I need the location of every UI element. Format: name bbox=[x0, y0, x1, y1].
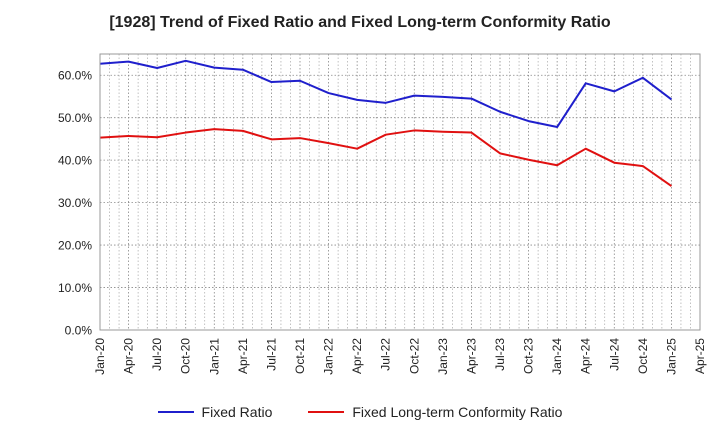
x-tick-label: Jan-25 bbox=[664, 338, 678, 375]
plot-area bbox=[99, 53, 701, 331]
grid bbox=[100, 54, 700, 330]
x-tick-label: Jul-22 bbox=[379, 338, 393, 371]
x-tick-label: Jul-24 bbox=[607, 338, 621, 371]
x-tick-label: Apr-25 bbox=[693, 338, 707, 374]
x-tick-label: Apr-20 bbox=[122, 338, 136, 374]
x-tick-label: Apr-24 bbox=[579, 338, 593, 374]
x-tick-label: Jan-21 bbox=[207, 338, 221, 375]
x-tick-label: Oct-21 bbox=[293, 338, 307, 374]
legend-item-fixed-ratio: Fixed Ratio bbox=[157, 404, 273, 420]
series-line-fixed-long-term-conformity-ratio bbox=[99, 128, 673, 187]
x-tick-label: Jul-20 bbox=[150, 338, 164, 371]
x-tick-label: Jan-23 bbox=[436, 338, 450, 375]
axes: 0.0% 10.0% 20.0% 30.0% 40.0% 50.0% 60.0% Jan-20… bbox=[58, 53, 707, 375]
y-tick-label: 60.0% bbox=[58, 69, 92, 83]
x-tick-label: Jan-20 bbox=[93, 338, 107, 375]
legend-swatch-fixed-long-term-conformity-ratio bbox=[308, 411, 345, 413]
x-tick-label: Jan-24 bbox=[550, 338, 564, 375]
x-tick-label: Apr-21 bbox=[236, 338, 250, 374]
legend-item-fixed-long-term-conformity-ratio: Fixed Long-term Conformity Ratio bbox=[308, 404, 562, 420]
y-tick-label: 0.0% bbox=[65, 324, 93, 338]
x-tick-label: Oct-23 bbox=[522, 338, 536, 374]
series-line-fixed-ratio bbox=[99, 59, 673, 129]
x-tick-label: Apr-22 bbox=[350, 338, 364, 374]
x-tick-label: Oct-20 bbox=[179, 338, 193, 374]
legend-label-fixed-ratio: Fixed Ratio bbox=[201, 404, 273, 420]
y-tick-label: 10.0% bbox=[58, 281, 92, 295]
x-tick-label: Jan-22 bbox=[322, 338, 336, 375]
series-lines bbox=[99, 59, 673, 187]
legend: Fixed Ratio Fixed Long-term Conformity R… bbox=[0, 404, 720, 420]
chart-title: [1928] Trend of Fixed Ratio and Fixed Lo… bbox=[109, 14, 611, 31]
x-tick-label: Jul-21 bbox=[264, 338, 278, 371]
legend-label-fixed-long-term-conformity-ratio: Fixed Long-term Conformity Ratio bbox=[352, 404, 563, 420]
y-tick-label: 50.0% bbox=[58, 111, 92, 125]
y-tick-label: 30.0% bbox=[58, 196, 92, 210]
y-tick-label: 20.0% bbox=[58, 239, 92, 253]
x-tick-label: Jul-23 bbox=[493, 338, 507, 371]
x-tick-label: Oct-22 bbox=[407, 338, 421, 374]
x-tick-label: Oct-24 bbox=[636, 338, 650, 374]
legend-swatch-fixed-ratio bbox=[157, 411, 194, 413]
y-tick-label: 40.0% bbox=[58, 154, 92, 168]
x-tick-label: Apr-23 bbox=[464, 338, 478, 374]
